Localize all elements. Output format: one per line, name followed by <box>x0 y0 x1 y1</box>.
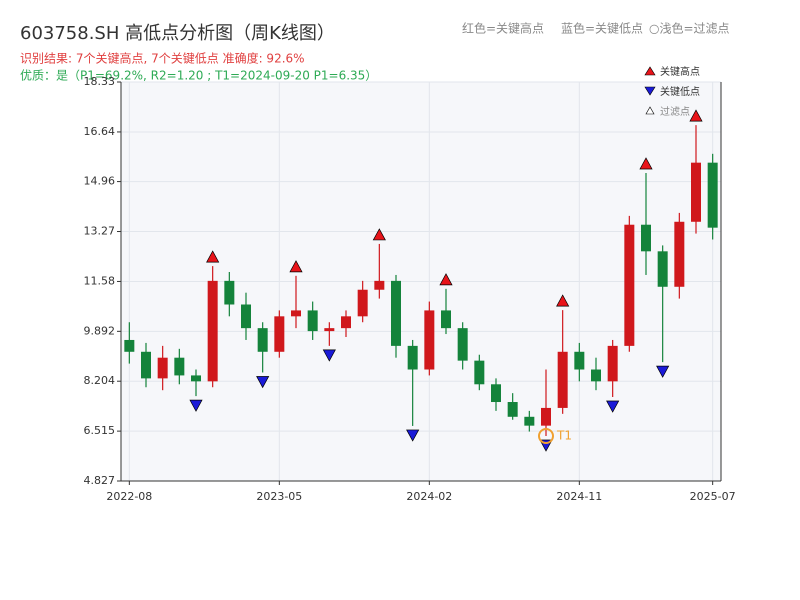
legend-label: 过滤点 <box>660 105 690 118</box>
legend: 关键高点 关键低点 过滤点 <box>644 65 700 118</box>
candle-body <box>291 310 301 317</box>
y-tick-label: 14.96 <box>84 175 116 188</box>
y-tick-label: 6.515 <box>84 424 116 437</box>
candle-body <box>557 351 568 408</box>
x-tick-label: 2024-11 <box>556 490 602 503</box>
candle-body <box>507 402 518 417</box>
candle-body <box>474 360 485 385</box>
key-low-marker <box>406 429 420 442</box>
candle-body <box>624 224 635 346</box>
candle-body <box>491 384 501 403</box>
candle-body <box>257 328 268 352</box>
legend-marker <box>645 106 655 115</box>
candle-body <box>707 162 718 228</box>
candle-body <box>391 280 401 346</box>
candle-body <box>441 310 451 329</box>
y-tick-label: 18.33 <box>84 75 116 88</box>
key-low-marker <box>606 400 620 413</box>
candle-body <box>357 289 368 317</box>
candle-body <box>174 357 185 376</box>
candle-body <box>374 280 385 290</box>
x-tick-label: 2024-02 <box>406 490 452 503</box>
candle-body <box>424 310 435 370</box>
y-tick-label: 16.64 <box>84 125 116 138</box>
chart-title: 603758.SH 高低点分析图（周K线图） <box>20 23 335 44</box>
candle-body <box>541 407 551 426</box>
quality-note: 优质：是（P1=69.2%, R2=1.20 ; T1=2024-09-20 P… <box>20 69 377 83</box>
candle-body <box>207 280 218 382</box>
key-high-marker <box>372 228 386 241</box>
candle-body <box>607 345 618 382</box>
legend-label: 关键低点 <box>660 85 700 98</box>
candle-body <box>657 251 668 287</box>
key-high-marker <box>439 273 453 286</box>
annotation-label: T1 <box>556 428 572 442</box>
candle-body <box>274 316 285 352</box>
candle-body <box>457 328 468 361</box>
y-tick-label: 8.204 <box>84 374 116 387</box>
header-legend: 红色=关键高点 <box>462 21 544 36</box>
legend-label: 关键高点 <box>660 65 700 78</box>
key-low-marker <box>189 399 203 412</box>
candle-body <box>224 280 235 305</box>
candle-body <box>641 224 651 252</box>
candle-body <box>574 351 585 370</box>
candle-body <box>157 357 168 379</box>
y-tick-label: 11.58 <box>84 274 116 287</box>
key-high-marker <box>289 260 303 273</box>
key-high-marker <box>689 109 703 122</box>
y-tick-label: 13.27 <box>84 225 116 238</box>
legend-marker <box>644 66 656 76</box>
key-high-marker <box>206 250 220 263</box>
subtitle: 识别结果: 7个关键高点, 7个关键低点 准确度: 92.6% <box>20 51 305 66</box>
candle-body <box>341 316 351 329</box>
candle-body <box>191 375 201 382</box>
candle-body <box>324 328 335 332</box>
candle-body <box>124 339 135 352</box>
x-tick-label: 2022-08 <box>106 490 152 503</box>
key-low-marker <box>256 376 270 389</box>
candle-body <box>591 369 601 382</box>
annotation-ring <box>538 427 554 444</box>
y-tick-label: 9.892 <box>84 324 116 337</box>
key-low-marker <box>656 365 670 378</box>
x-tick-label: 2025-07 <box>690 490 736 503</box>
legend-marker <box>644 86 656 96</box>
candle-body <box>241 304 251 329</box>
header-legend: ○浅色=过滤点 <box>649 22 730 36</box>
key-high-marker <box>556 294 570 307</box>
candle-body <box>674 221 685 287</box>
candle-body <box>407 345 418 370</box>
x-tick-label: 2023-05 <box>256 490 302 503</box>
header-legend: 蓝色=关键低点 <box>561 22 643 36</box>
y-tick-label: 4.827 <box>84 474 116 487</box>
candle-body <box>307 310 318 332</box>
key-low-marker <box>322 349 336 362</box>
candle-body <box>524 416 535 426</box>
key-high-marker <box>639 157 653 170</box>
candle-body <box>691 162 701 222</box>
candle-body <box>141 351 151 379</box>
